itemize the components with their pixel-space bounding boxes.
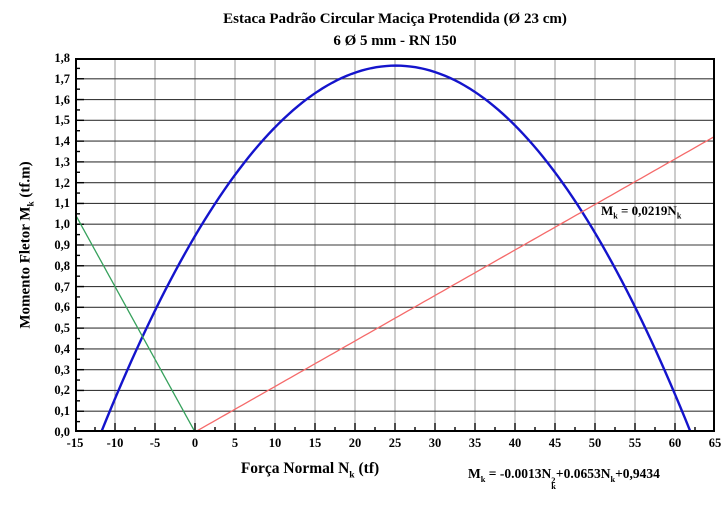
x-tick-label: 40 <box>508 436 522 450</box>
y-tick-label: 0,3 <box>54 362 70 377</box>
y-tick-label: 1,4 <box>54 134 70 149</box>
x-tick-label: -15 <box>66 436 84 450</box>
y-tick-label: 1,6 <box>54 92 70 107</box>
y-tick-label: 0,0 <box>54 425 70 439</box>
plot-frame <box>75 58 715 432</box>
x-tick-label: 60 <box>668 436 682 450</box>
x-tick-label: 45 <box>548 436 562 450</box>
envelope-equation-label: Mk = -0.0013N 2 k +0.0653Nk+0,9434 <box>468 466 660 492</box>
plot-area <box>75 58 715 432</box>
chart-subtitle: 6 Ø 5 mm - RN 150 <box>333 33 457 49</box>
load-line <box>194 135 715 432</box>
y-tick-label: 1,2 <box>54 175 70 190</box>
chart-title: Estaca Padrão Circular Maciça Protendida… <box>223 11 567 27</box>
y-tick-label: 0,2 <box>54 383 70 398</box>
y-tick-label: 0,4 <box>54 341 70 356</box>
y-axis-title-text: Momento Fletor M <box>17 206 34 329</box>
y-tick-label: 1,1 <box>54 196 70 211</box>
y-tick-label: 0,5 <box>54 321 70 336</box>
x-tick-label: 30 <box>428 436 442 450</box>
x-tick-label: 25 <box>388 436 402 450</box>
x-tick-label: 10 <box>268 436 282 450</box>
y-tick-label: 1,3 <box>54 154 70 169</box>
interaction-envelope-parabola <box>100 64 692 432</box>
y-axis-title: Momento Fletor Mk (tf.m) <box>17 161 36 328</box>
y-axis-title-units: (tf.m) <box>17 161 34 202</box>
x-tick-label: 55 <box>628 436 642 450</box>
y-tick-label: 1,7 <box>54 71 70 86</box>
y-tick-label: 0,7 <box>54 279 70 294</box>
tension-side-line <box>75 213 196 432</box>
x-axis-title-subscript: k <box>349 469 355 481</box>
x-tick-label: 5 <box>231 436 239 450</box>
y-tick-label: 0,1 <box>54 404 70 419</box>
x-axis-title: Força Normal Nk (tf) <box>241 460 379 480</box>
x-tick-label: 65 <box>708 436 722 450</box>
plot-canvas <box>75 58 715 432</box>
y-tick-label: 0,8 <box>54 258 70 273</box>
x-axis-title-text: Força Normal N <box>240 460 350 477</box>
y-tick-label: 1,0 <box>54 217 70 232</box>
y-tick-label: 0,9 <box>54 238 70 252</box>
x-tick-label: 50 <box>588 436 602 450</box>
y-tick-label: 1,5 <box>54 113 70 128</box>
y-tick-label: 1,8 <box>54 51 70 65</box>
x-tick-label: 35 <box>468 436 482 450</box>
x-tick-label: -5 <box>149 436 161 450</box>
y-tick-label: 0,6 <box>54 300 70 315</box>
load-line-equation-label: Mk = 0,0219Nk <box>601 203 682 221</box>
y-axis-title-subscript: k <box>26 201 37 207</box>
x-tick-label: 20 <box>348 436 362 450</box>
x-tick-label: 15 <box>308 436 322 450</box>
x-tick-label: -10 <box>106 436 124 450</box>
x-tick-label: 0 <box>191 436 199 450</box>
x-axis-title-units: (tf) <box>354 460 380 477</box>
